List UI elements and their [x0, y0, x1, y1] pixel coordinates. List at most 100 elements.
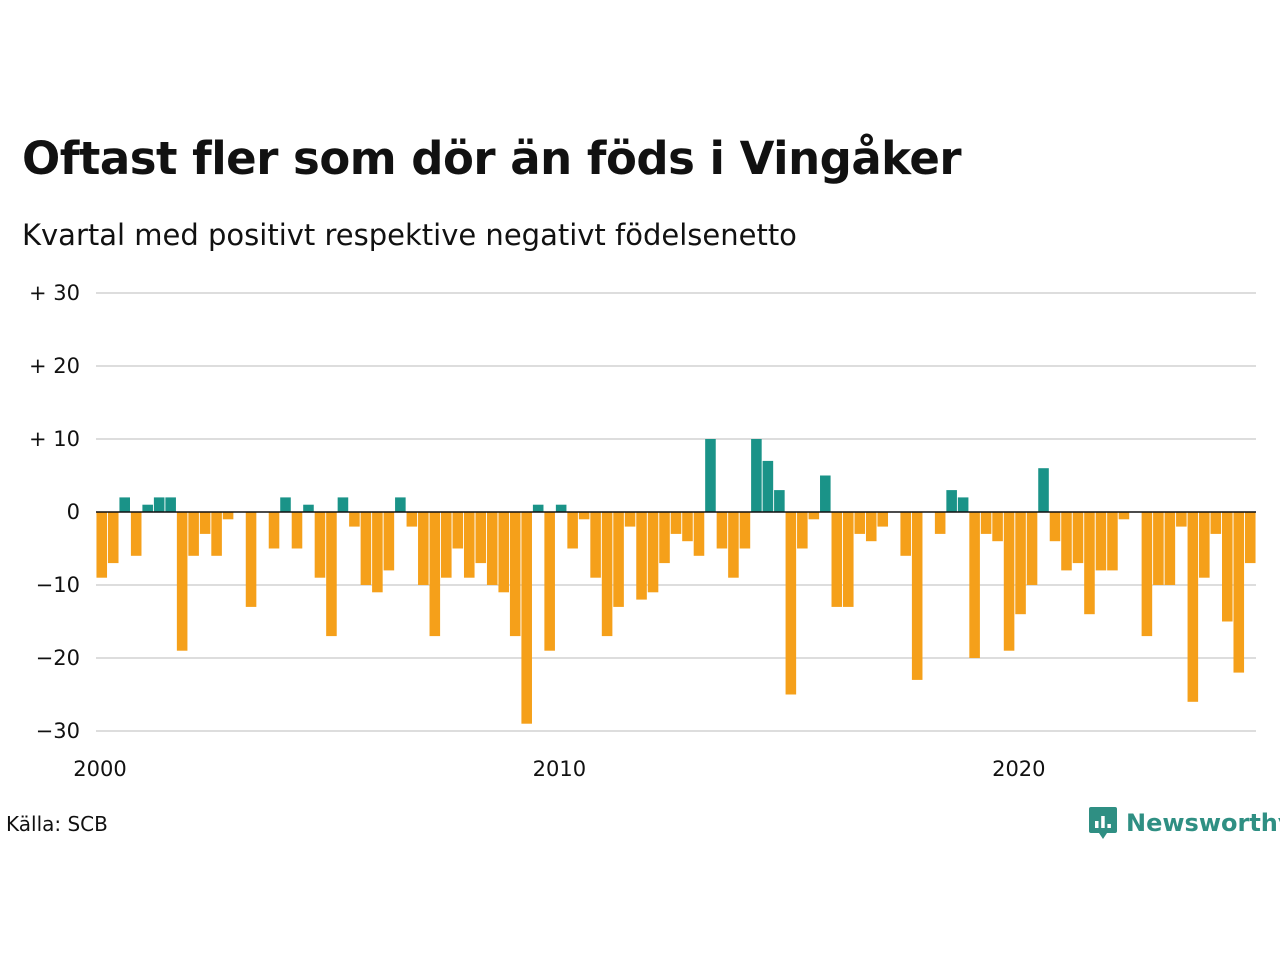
bar [107, 512, 119, 564]
bar [739, 512, 751, 549]
x-tick-label: 2000 [73, 757, 126, 781]
bar [601, 512, 613, 637]
bar [969, 512, 980, 658]
bar [486, 512, 498, 585]
bar [1199, 512, 1210, 578]
bar [1095, 512, 1107, 571]
bar [1061, 512, 1072, 571]
y-tick-label: + 10 [29, 427, 80, 451]
bar [762, 460, 774, 512]
y-tick-label: −30 [36, 719, 80, 743]
bar [555, 504, 567, 512]
bar [360, 512, 372, 585]
bar [199, 512, 211, 534]
bar [165, 497, 176, 512]
bar [349, 512, 360, 527]
bar [1233, 512, 1245, 673]
bar [613, 512, 624, 607]
bar [934, 512, 946, 534]
bar [911, 512, 923, 680]
bar [578, 512, 590, 520]
x-tick-label: 2010 [533, 757, 586, 781]
bar [659, 512, 670, 564]
bar [831, 512, 843, 607]
bar [509, 512, 521, 637]
y-tick-label: 0 [67, 500, 80, 524]
bar [337, 497, 349, 512]
bar [647, 512, 659, 593]
bar [176, 512, 188, 651]
y-tick-label: −20 [36, 646, 80, 670]
bar [820, 475, 831, 512]
bar [865, 512, 877, 542]
bar [130, 512, 142, 556]
bar [303, 504, 314, 512]
bar [142, 504, 153, 512]
bar [670, 512, 682, 534]
bar [636, 512, 647, 600]
bar [1244, 512, 1256, 564]
bar [429, 512, 441, 637]
y-tick-label: + 30 [29, 281, 80, 305]
bar [1084, 512, 1095, 615]
bar [463, 512, 475, 578]
bar-chart: + 30 + 20 + 10 0 −10 −20 −30 2000 2010 2020 [29, 281, 1256, 781]
bar [808, 512, 820, 520]
bar [96, 512, 108, 578]
bar [383, 512, 395, 571]
bar [854, 512, 866, 534]
bar [946, 490, 957, 512]
bar [590, 512, 601, 578]
bar [785, 512, 797, 695]
bars [96, 439, 1256, 724]
bar [188, 512, 199, 556]
bar [1107, 512, 1118, 571]
bar [222, 512, 234, 520]
bar [1176, 512, 1187, 527]
newsworthy-chart-bubble-icon [1089, 807, 1117, 839]
bar [153, 497, 165, 512]
bar [1141, 512, 1153, 637]
bar [395, 497, 406, 512]
bar [957, 497, 969, 512]
y-tick-label: −10 [36, 573, 80, 597]
bar [1222, 512, 1233, 622]
bar [406, 512, 418, 527]
bar [475, 512, 487, 564]
bar [314, 512, 326, 578]
bar [1026, 512, 1038, 585]
axes: + 30 + 20 + 10 0 −10 −20 −30 2000 2010 2020 [29, 281, 1256, 781]
bar [372, 512, 383, 593]
bar [728, 512, 739, 578]
bar [774, 490, 785, 512]
bar [1072, 512, 1084, 564]
source-note: Källa: SCB [6, 812, 108, 836]
bar [693, 512, 705, 556]
bar [452, 512, 464, 549]
bar [1015, 512, 1026, 615]
bar [682, 512, 693, 542]
bar [877, 512, 889, 527]
x-tick-label: 2020 [992, 757, 1045, 781]
bar [280, 497, 291, 512]
bar [1210, 512, 1222, 534]
bar [211, 512, 222, 556]
bar [268, 512, 280, 549]
chart-title: Oftast fler som dör än föds i Vingåker [22, 132, 962, 185]
bar [1164, 512, 1176, 585]
bar [544, 512, 555, 651]
bar [1038, 468, 1049, 512]
bar [326, 512, 337, 637]
bar [498, 512, 510, 593]
bar [245, 512, 257, 607]
brand-logo: Newsworthy [1088, 804, 1280, 842]
bar [797, 512, 808, 549]
bar [119, 497, 130, 512]
bar [521, 512, 532, 724]
bar [532, 504, 544, 512]
bar [716, 512, 728, 549]
bar [842, 512, 854, 607]
bar [291, 512, 303, 549]
chart-subtitle: Kvartal med positivt respektive negativt… [22, 218, 797, 252]
gridlines [96, 292, 1256, 732]
